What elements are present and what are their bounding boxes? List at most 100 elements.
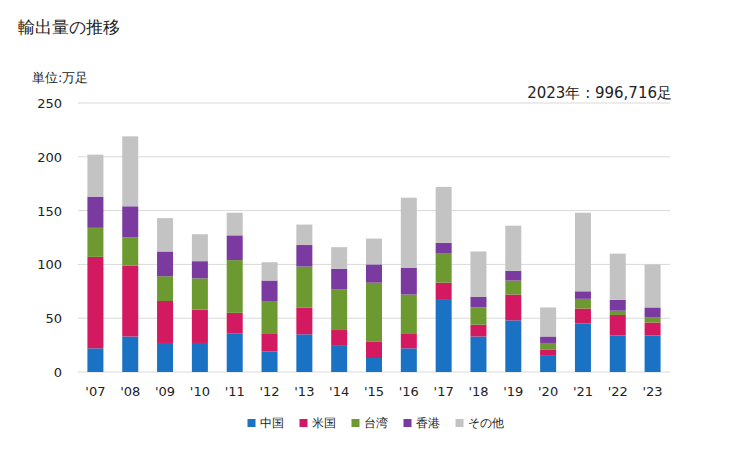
bar-segment [540,307,556,336]
bar-segment [331,330,347,345]
bar-segment [366,342,382,358]
bar-segment [296,307,312,334]
x-tick-label: '18 [468,384,488,399]
bar-segment [575,213,591,292]
bar-segment [436,187,452,243]
y-tick-label: 250 [37,96,62,111]
bar-segment [575,324,591,372]
bar-segment [296,245,312,267]
bar-segment [192,343,208,372]
bar-segment [366,239,382,265]
bar-segment [366,358,382,372]
bar-segment [610,311,626,315]
bar-segment [645,317,661,322]
bar-segment [575,309,591,324]
bar-segment [610,254,626,300]
bar-segment [227,235,243,260]
bar-segment [87,257,103,348]
bar-segment [401,333,417,348]
x-tick-label: '12 [259,384,279,399]
bar-segment [505,320,521,372]
x-tick-label: '17 [434,384,454,399]
x-tick-label: '08 [120,384,140,399]
bar-segment [192,310,208,343]
bar-segment [610,335,626,372]
bar-segment [436,243,452,254]
legend-label: 米国 [312,416,336,430]
bar-segment [296,225,312,245]
legend-swatch [404,419,412,427]
y-tick-label: 0 [54,365,62,380]
y-tick-label: 100 [37,257,62,272]
bar-segment [331,289,347,330]
bar-segment [436,300,452,372]
title: 輸出量の推移 [18,17,120,37]
legend-swatch [300,419,308,427]
bar-segment [505,271,521,281]
y-tick-label: 200 [37,150,62,165]
x-tick-label: '16 [399,384,419,399]
bar-segment [262,352,278,372]
bar-segment [331,345,347,372]
legend-swatch [352,419,360,427]
bar-segment [227,213,243,236]
bar-segment [470,336,486,372]
bar-segment [157,251,173,276]
grid-line [78,156,670,157]
bar-segment [401,348,417,372]
bar-segment [470,325,486,337]
x-tick-label: '15 [364,384,384,399]
bar-segment [470,251,486,296]
bar-segment [122,238,138,266]
bar-segment [645,323,661,336]
x-tick-label: '11 [225,384,245,399]
bar-segment [540,336,556,342]
bar-segment [192,261,208,278]
legend-label: 台湾 [364,416,388,430]
x-tick-label: '19 [503,384,523,399]
legend-label: 香港 [416,416,440,430]
bar-segment [470,297,486,308]
bar-segment [157,301,173,343]
bar-segment [470,307,486,324]
bar-segment [540,349,556,355]
bar-segment [87,155,103,197]
legend-label: その他 [468,416,504,430]
legend-swatch [456,419,464,427]
bar-segment [227,260,243,313]
bars [87,136,660,372]
x-tick-label: '14 [329,384,349,399]
legend: 中国米国台湾香港その他 [248,416,504,430]
bar-segment [87,348,103,372]
bar-segment [122,336,138,372]
x-tick-label: '09 [155,384,175,399]
bar-segment [157,276,173,301]
annotation: 2023年 : 996,716足 [527,84,672,102]
bar-segment [505,295,521,321]
y-unit-label: 単位:万足 [32,70,88,85]
bar-segment [540,356,556,372]
bar-segment [540,343,556,349]
bar-segment [366,283,382,342]
bar-segment [505,281,521,295]
bar-segment [122,206,138,237]
bar-segment [331,247,347,269]
bar-segment [505,226,521,271]
bar-segment [331,269,347,289]
bar-segment [296,267,312,308]
x-tick-label: '22 [608,384,628,399]
bar-segment [436,283,452,300]
bar-segment [192,234,208,261]
y-tick-label: 150 [37,204,62,219]
x-tick-label: '20 [538,384,558,399]
bar-segment [262,262,278,280]
grid-line [78,103,670,104]
grid-line [78,210,670,211]
x-tick-label: '23 [643,384,663,399]
x-tick-label: '10 [190,384,210,399]
bar-segment [401,198,417,268]
bar-segment [436,254,452,283]
bar-segment [227,313,243,333]
bar-segment [366,264,382,282]
bar-segment [262,333,278,351]
